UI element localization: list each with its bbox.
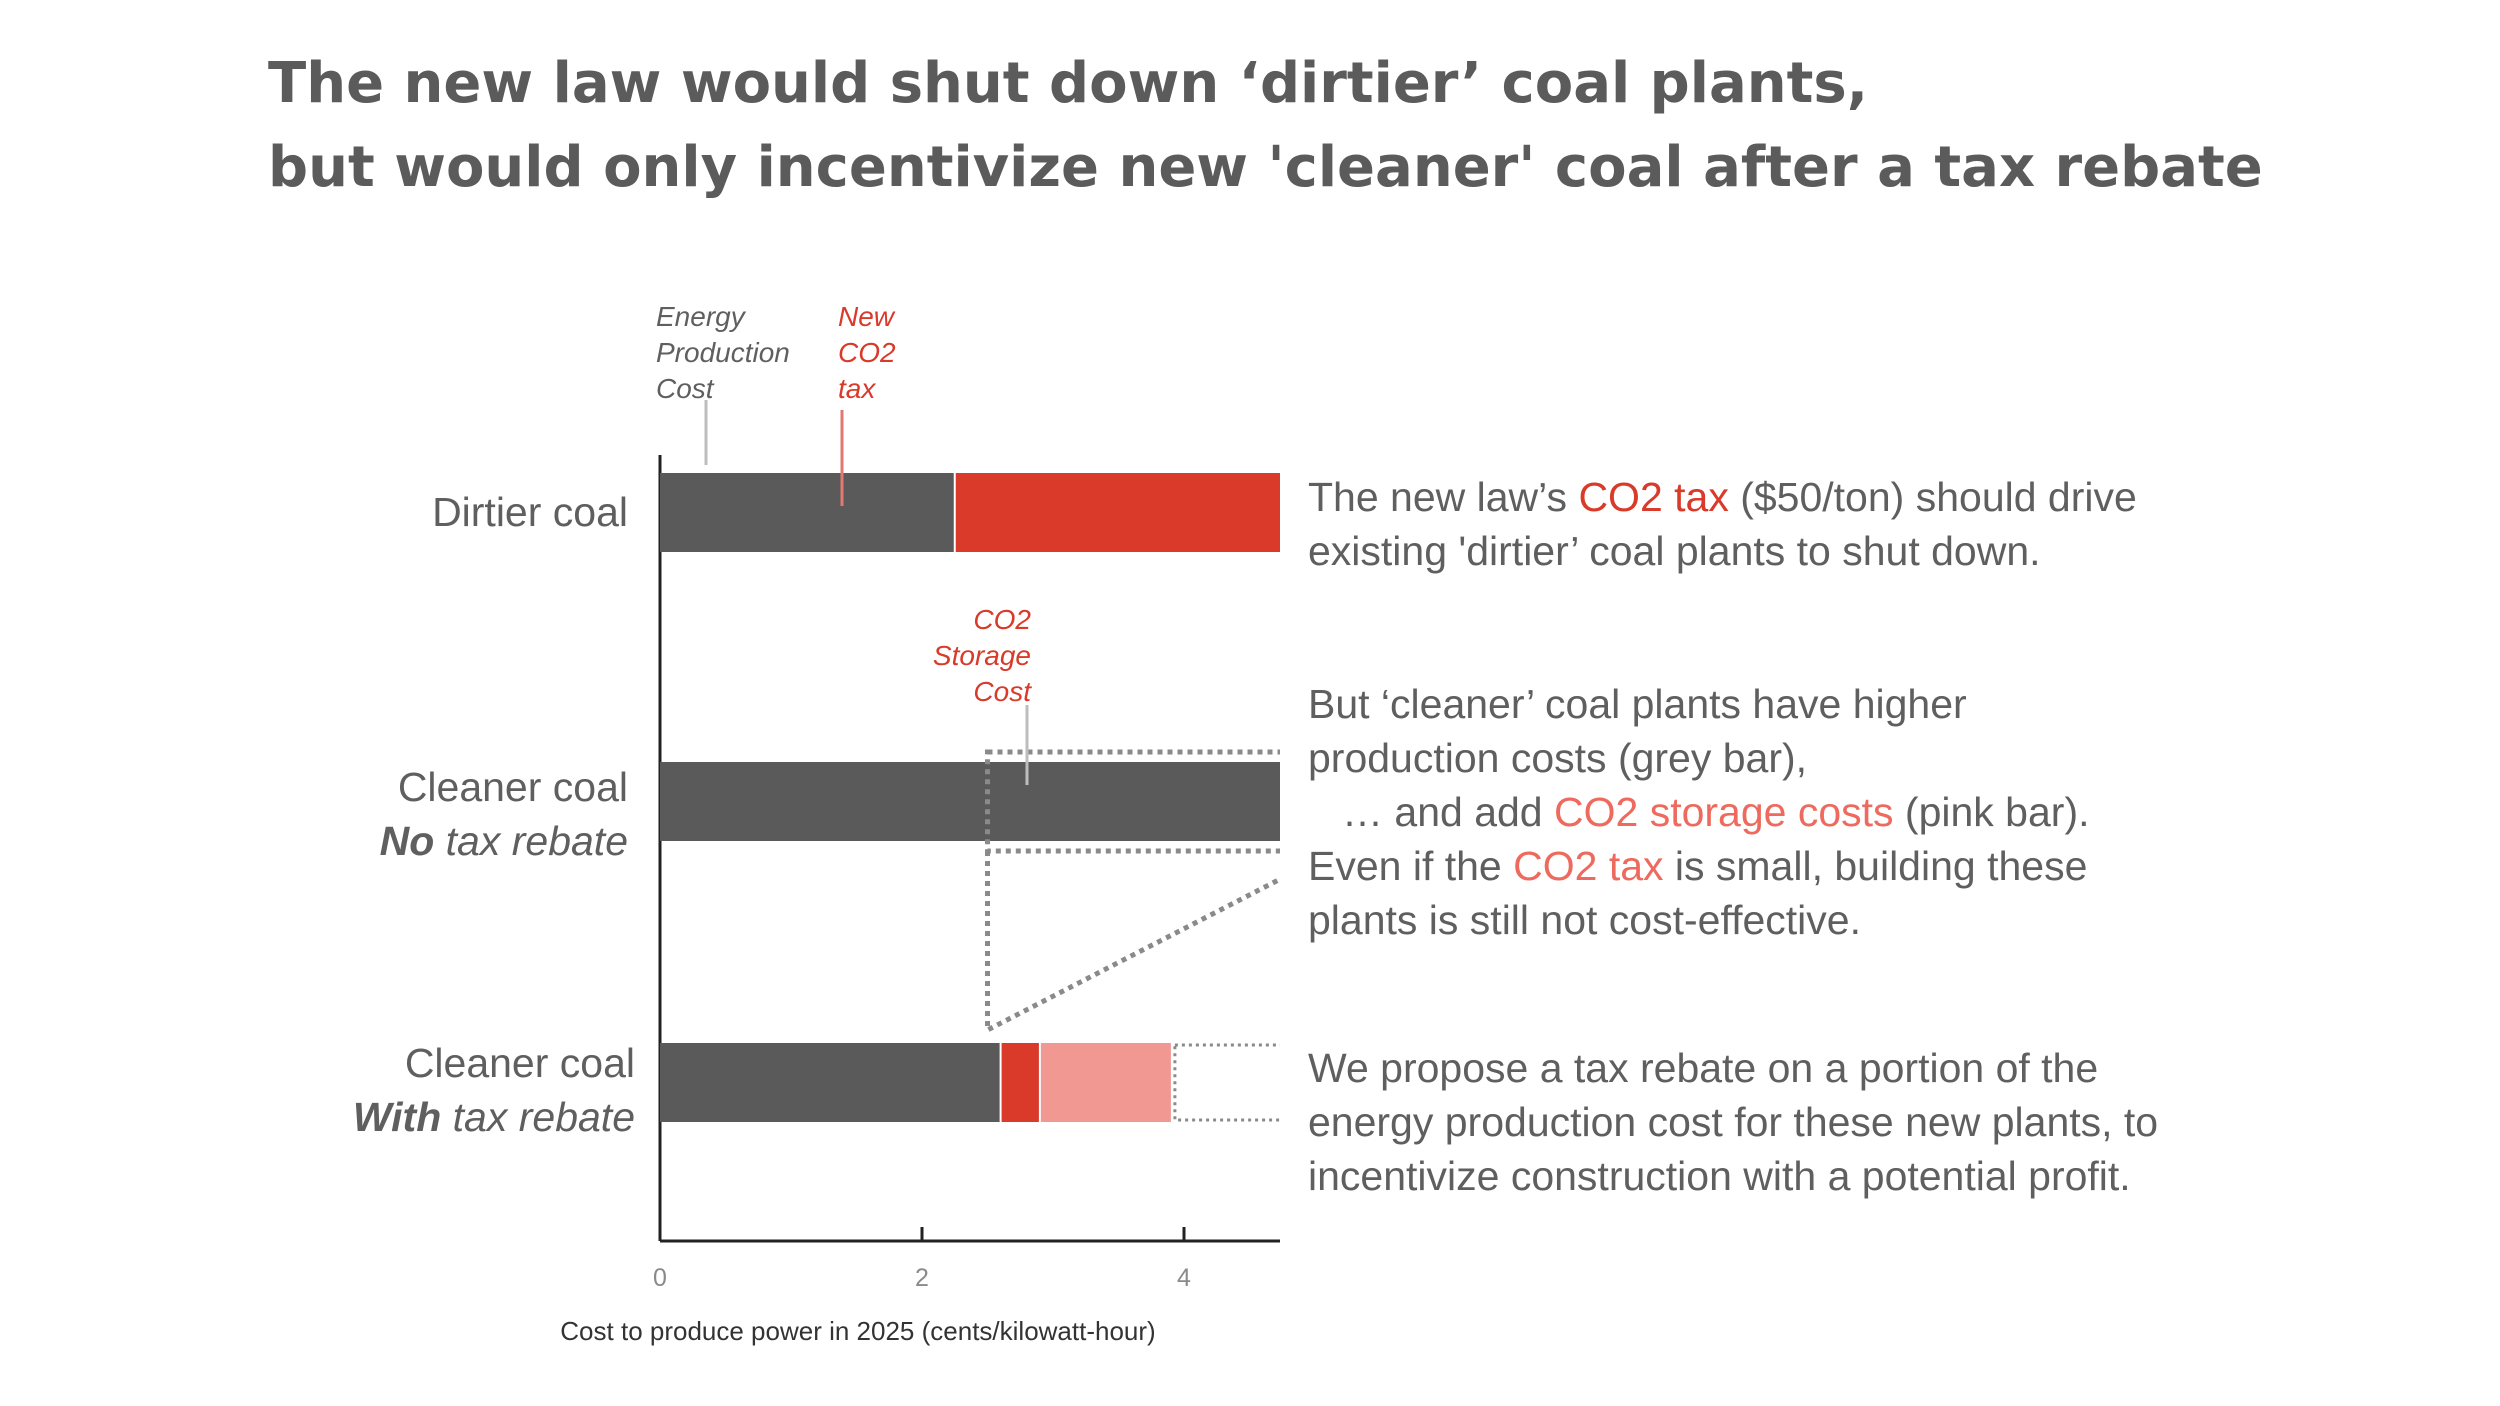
annotation-production-2: Cost <box>656 373 715 404</box>
category-rebate-italic-1: tax rebate <box>434 818 628 864</box>
rebate-connector <box>985 851 1280 1035</box>
p3-line-1: We propose a tax rebate on a portion of … <box>1308 1045 2099 1091</box>
annotation-co2-storage-2: Cost <box>973 676 1032 707</box>
bar-2-co2_tax <box>1000 1043 1040 1122</box>
p2-text-a: … and add <box>1342 789 1554 835</box>
annotation-co2-tax-2: tax <box>838 373 876 404</box>
chart-title: The new law would shut down ‘dirtier’ co… <box>268 42 2418 210</box>
bar-0-co2_tax <box>954 473 1280 552</box>
annotation-co2-tax-0: New <box>838 301 896 332</box>
p1-text-a: The new law’s <box>1308 474 1579 520</box>
category-cleaner-coal-2: Cleaner coal <box>405 1040 635 1086</box>
title-line-1: The new law would shut down ‘dirtier’ co… <box>268 51 1868 116</box>
p2-line-2: production costs (grey bar), <box>1308 735 1808 781</box>
category-rebate-bold-1: No <box>380 818 435 864</box>
paragraph-tax-rebate: We propose a tax rebate on a portion of … <box>1308 1041 2458 1203</box>
x-axis-title: Cost to produce power in 2025 (cents/kil… <box>560 1316 1155 1346</box>
bar-1-production <box>660 762 1280 841</box>
rebate-box <box>985 749 1280 854</box>
paragraph-co2-tax: The new law’s CO2 tax ($50/ton) should d… <box>1308 470 2458 578</box>
x-tick-label-2: 2 <box>915 1264 929 1292</box>
category-rebate-italic-2: tax rebate <box>441 1094 635 1140</box>
paragraph-cleaner-coal: But ‘cleaner’ coal plants have higher pr… <box>1308 677 2458 947</box>
bar-0-production <box>660 473 955 552</box>
p3-line-3: incentivize construction with a potentia… <box>1308 1153 2131 1199</box>
p1-line-1: The new law’s CO2 tax ($50/ton) should d… <box>1308 470 2458 524</box>
x-tick-label-0: 0 <box>653 1264 667 1292</box>
annotation-production-0: Energy <box>656 301 747 332</box>
profit-box <box>1173 1043 1280 1122</box>
p3-line-2: energy production cost for these new pla… <box>1308 1099 2159 1145</box>
title-line-2: but would only incentivize new 'cleaner'… <box>268 135 2263 200</box>
p1-highlight-co2-tax: CO2 tax <box>1578 474 1729 520</box>
p2-text-f: is small, building these <box>1663 843 2088 889</box>
p2-highlight-storage: CO2 storage costs <box>1554 789 1894 835</box>
category-rebate-label-1: No tax rebate <box>380 818 628 864</box>
bar-2-production <box>660 1043 1001 1122</box>
annotation-co2-storage-0: CO2 <box>973 604 1031 635</box>
p2-line-1: But ‘cleaner’ coal plants have higher <box>1308 681 1967 727</box>
category-rebate-bold-2: With <box>353 1094 441 1140</box>
p2-highlight-co2-tax: CO2 tax <box>1513 843 1664 889</box>
p2-line-3: … and add CO2 storage costs (pink bar). <box>1308 785 2458 839</box>
p2-line-5: plants is still not cost-effective. <box>1308 897 1861 943</box>
p2-line-4: Even if the CO2 tax is small, building t… <box>1308 839 2458 893</box>
annotation-production-1: Production <box>656 337 790 368</box>
p1-text-c: ($50/ton) should drive <box>1728 474 2137 520</box>
x-tick-label-4: 4 <box>1177 1264 1191 1292</box>
p2-text-c: (pink bar). <box>1893 789 2090 835</box>
cost-chart: 02468Cost to produce power in 2025 (cent… <box>353 301 1280 1346</box>
category-rebate-label-2: With tax rebate <box>353 1094 635 1140</box>
p1-line-2: existing 'dirtier’ coal plants to shut d… <box>1308 528 2041 574</box>
category-cleaner-coal-1: Cleaner coal <box>398 764 628 810</box>
annotation-co2-tax-1: CO2 <box>838 337 896 368</box>
category-dirtier-coal: Dirtier coal <box>432 489 628 535</box>
p2-text-d: Even if the <box>1308 843 1514 889</box>
annotation-co2-storage-1: Storage <box>933 640 1031 671</box>
bar-2-co2_storage <box>1039 1043 1171 1122</box>
